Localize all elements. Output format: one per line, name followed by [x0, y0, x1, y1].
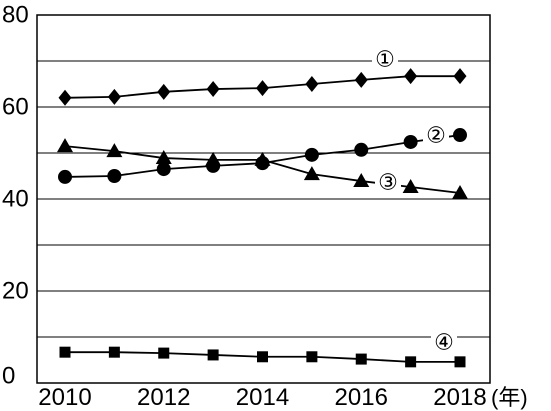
series-3-marker-2010 — [57, 138, 73, 153]
series-4-marker-2016 — [355, 353, 367, 365]
x-tick-label-2012: 2012 — [137, 384, 190, 411]
x-axis-unit-label: (年) — [491, 385, 528, 410]
series-4-marker-2017 — [405, 356, 417, 368]
series-3-marker-2015 — [303, 166, 320, 181]
series-1-marker-2015 — [305, 76, 319, 92]
series-2-marker-2015 — [304, 147, 319, 162]
series-1-marker-2013 — [206, 81, 220, 98]
series-2-marker-2017 — [403, 134, 418, 149]
y-tick-label-0: 0 — [2, 363, 15, 390]
series-1-label: ① — [375, 48, 395, 73]
series-3-marker-2011 — [106, 143, 123, 158]
series-3-label-group: ③ — [375, 170, 401, 196]
series-1-marker-2012 — [157, 83, 171, 100]
series-1-label-group: ① — [372, 47, 398, 73]
x-tick-label-2016: 2016 — [335, 384, 388, 411]
series-1-marker-2016 — [354, 71, 368, 88]
series-2-marker-2011 — [107, 169, 122, 183]
gridlines — [37, 60, 490, 338]
y-tick-label-40: 40 — [2, 186, 29, 213]
series-3-marker-2013 — [205, 151, 222, 166]
series-3-marker-2014 — [254, 151, 271, 166]
series-2-marker-2018 — [453, 128, 467, 143]
series-4-marker-2014 — [257, 351, 268, 363]
series-2-label-background — [423, 123, 449, 149]
series-1-marker-2011 — [107, 88, 121, 105]
series-4-label-group: ④ — [431, 330, 457, 356]
series-4-marker-2012 — [158, 347, 170, 359]
series-1 — [58, 68, 467, 106]
series-2-marker-2016 — [354, 142, 369, 157]
y-tick-label-20: 20 — [2, 278, 29, 305]
series-1-marker-2017 — [404, 68, 418, 85]
series-4 — [59, 346, 466, 368]
series-4-marker-2015 — [306, 351, 318, 363]
series-3-marker-2016 — [353, 173, 370, 188]
series-4-label-background — [431, 330, 457, 356]
series-2-label: ② — [426, 124, 446, 149]
y-tick-label-60: 60 — [2, 94, 29, 121]
series-2-marker-2012 — [156, 162, 171, 177]
series-3-marker-2012 — [155, 150, 172, 165]
series-2-label-group: ② — [423, 123, 449, 149]
x-tick-label-2014: 2014 — [236, 384, 289, 411]
series-2-marker-2010 — [58, 169, 72, 184]
series-1-marker-2010 — [58, 89, 72, 106]
series-3-label: ③ — [378, 171, 398, 196]
series-4-marker-2013 — [207, 349, 219, 361]
x-tick-label-2010: 2010 — [38, 384, 91, 411]
series-1-marker-2014 — [256, 80, 269, 97]
series-4-marker-2018 — [454, 356, 466, 368]
y-tick-label-80: 80 — [2, 2, 29, 29]
x-tick-label-2018: 2018 — [433, 384, 486, 411]
axes: 0 20 40 60 80 2010 2012 2014 2016 2018 — [2, 2, 487, 411]
series-3-marker-2018 — [452, 185, 468, 200]
series-layer — [57, 68, 468, 368]
series-3-label-background — [375, 170, 401, 196]
series-labels: ① ② ③ ④ — [372, 47, 457, 356]
series-1-marker-2018 — [453, 68, 467, 85]
series-1-label-background — [372, 47, 398, 73]
plot-frame — [36, 14, 491, 384]
series-4-label: ④ — [434, 331, 454, 356]
series-4-marker-2010 — [59, 346, 71, 358]
series-4-marker-2011 — [108, 346, 120, 358]
series-3-marker-2017 — [402, 179, 419, 194]
